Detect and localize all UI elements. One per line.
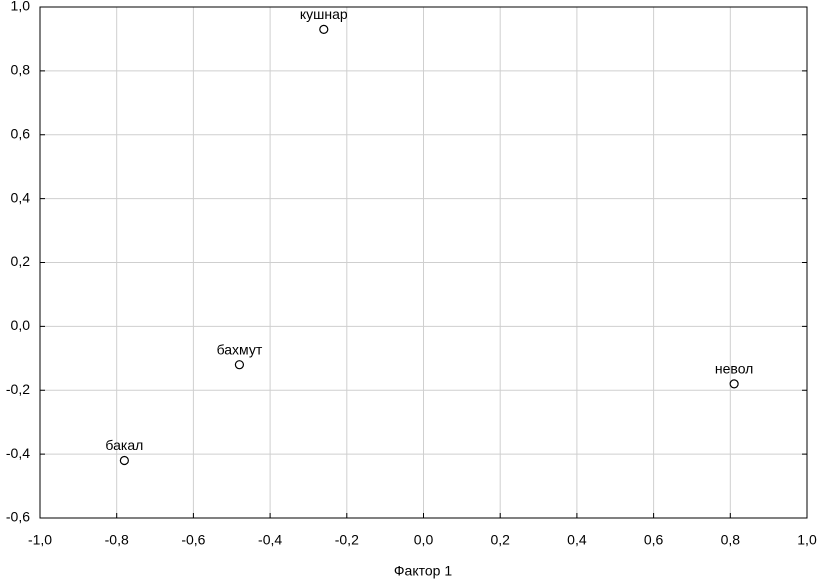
point-label: невол (715, 361, 753, 377)
x-tick-label: 0,6 (644, 532, 664, 548)
x-tick-label: -0,2 (335, 532, 359, 548)
y-tick-label: -0,4 (6, 445, 30, 461)
y-tick-label: 0,2 (11, 253, 31, 269)
x-axis-label: Фактор 1 (394, 563, 452, 579)
point-label: бахмут (217, 341, 263, 357)
y-tick-label: 1,0 (11, 0, 31, 14)
y-tick-label: -0,6 (6, 509, 30, 525)
y-tick-label: 0,6 (11, 125, 31, 141)
x-tick-label: 1,0 (797, 532, 817, 548)
x-tick-label: 0,0 (414, 532, 434, 548)
point (119, 455, 129, 466)
x-tick-label: -0,6 (181, 532, 205, 548)
plot-frame (39, 6, 808, 519)
point-label: бакал (105, 437, 143, 453)
point (319, 24, 329, 34)
x-tick-label: -0,8 (105, 532, 129, 548)
x-tick-label: -1,0 (28, 532, 52, 548)
x-tick-label: 0,2 (490, 532, 510, 548)
y-tick-label: 0,0 (11, 317, 31, 333)
x-tick-label: 0,8 (721, 532, 741, 548)
x-tick-label: 0,4 (567, 532, 587, 548)
point-label: кушнар (300, 6, 348, 22)
point (234, 360, 245, 370)
x-tick-label: -0,4 (258, 532, 282, 548)
point (729, 379, 739, 389)
y-tick-label: 0,4 (11, 189, 31, 205)
y-tick-label: 0,8 (11, 62, 31, 78)
y-tick-label: -0,2 (6, 381, 30, 397)
